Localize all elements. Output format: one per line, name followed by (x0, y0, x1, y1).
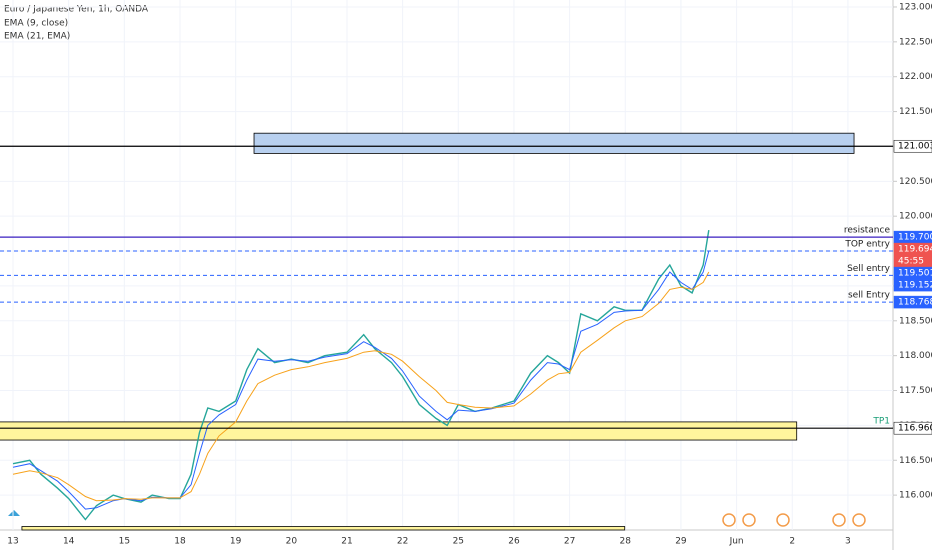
x-tick-label: 2 (789, 537, 795, 547)
y-tick-label: 118.000 (899, 351, 932, 361)
x-tick-label: 18 (174, 537, 186, 547)
level-text: TP1 (872, 417, 890, 427)
x-tick-label: 3 (845, 537, 851, 547)
price-label: 118.768 (898, 298, 932, 308)
zone (0, 421, 798, 441)
y-tick-label: 120.000 (899, 212, 932, 222)
x-tick-label: 14 (63, 537, 75, 547)
x-tick-label: 20 (286, 537, 298, 547)
legend-entry: EMA (9, close) (4, 19, 68, 29)
price-label: 116.960 (898, 424, 932, 434)
x-tick-label: 27 (564, 537, 575, 547)
y-tick-label: 123.000 (899, 2, 932, 12)
series-line (12, 271, 710, 502)
event-icons (8, 510, 866, 527)
price-label: 121.003 (898, 142, 932, 152)
zone (253, 132, 855, 154)
legend-entry: EMA (21, EMA) (4, 32, 70, 42)
x-tick-label: Jun (729, 537, 744, 547)
zone (21, 526, 626, 531)
x-tick-label: 29 (675, 537, 687, 547)
price-label: 119.501 (898, 269, 932, 279)
price-label-box (893, 295, 932, 309)
x-tick-label: 13 (7, 537, 18, 547)
x-tick-label: 26 (508, 537, 520, 547)
x-tick-label: 19 (230, 537, 242, 547)
y-tick-label: 122.500 (899, 37, 932, 47)
y-tick-label: 120.500 (899, 177, 932, 187)
price-label-box (893, 421, 932, 435)
level-text: Sell entry (847, 264, 891, 274)
y-tick-label: 116.000 (899, 491, 932, 501)
level-text: sell Entry (848, 291, 891, 301)
level-text: resistance (844, 226, 891, 236)
price-label-box (893, 242, 932, 268)
y-tick-label: 122.000 (899, 72, 932, 82)
price-label: 119.700 (898, 233, 932, 243)
price-label-box (893, 278, 932, 292)
x-tick-label: 28 (620, 537, 632, 547)
price-label: 119.694 (898, 245, 932, 255)
chart-title: Euro / Japanese Yen, 1h, OANDA (4, 5, 149, 15)
x-tick-label: 22 (397, 537, 408, 547)
y-tick-label: 116.500 (899, 456, 932, 466)
y-tick-label: 118.500 (899, 316, 932, 326)
price-label-box (893, 139, 932, 153)
y-tick-label: 117.500 (899, 386, 932, 396)
y-tick-label: 121.500 (899, 107, 932, 117)
x-tick-label: 21 (341, 537, 352, 547)
x-tick-label: 15 (119, 537, 130, 547)
level-text: TOP entry (844, 239, 890, 249)
countdown: 45:55 (898, 257, 924, 267)
x-tick-label: 25 (453, 537, 464, 547)
price-label: 119.152 (898, 281, 932, 291)
